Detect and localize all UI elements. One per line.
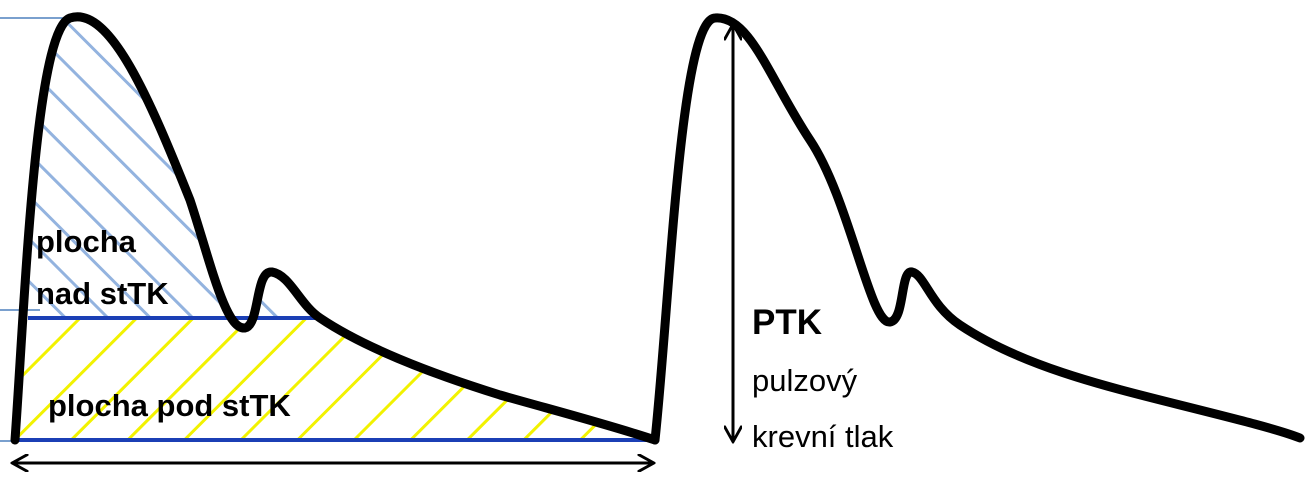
pulse-wave: [10, 12, 660, 445]
ptk-label: PTK: [752, 303, 822, 342]
area-label: plocha: [36, 224, 137, 259]
area-label: nad stTK: [36, 276, 169, 311]
ptk-description: pulzový: [752, 363, 858, 398]
area-above-hatch: [15, 16, 655, 318]
pulse-wave: [650, 13, 1305, 445]
hatched-areas: [15, 16, 655, 440]
ptk-description: krevní tlak: [752, 419, 894, 454]
area-label: plocha pod stTK: [48, 388, 291, 423]
